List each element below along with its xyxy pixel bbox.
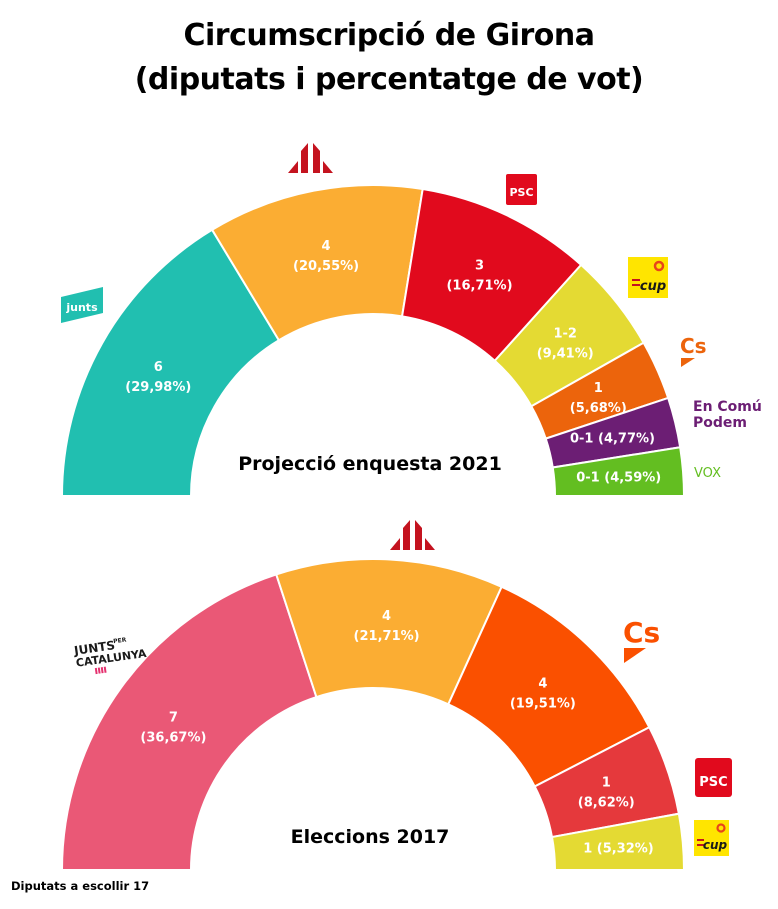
cup-logo-2017-text: cup	[703, 838, 728, 852]
chart-title-line-1: Circumscripció de Girona	[183, 18, 596, 53]
junts-logo-shape	[61, 287, 103, 323]
footnote-seats-to-elect: Diputats a escollir 17	[11, 879, 150, 893]
slice-seats: 4	[538, 676, 547, 691]
slice-seats: 3	[475, 259, 484, 274]
slice-pct: (8,62%)	[578, 795, 635, 810]
slice-seats: 1	[594, 381, 603, 396]
slice-pct: (20,55%)	[293, 259, 359, 274]
cs-logo: Cs	[680, 334, 707, 367]
jxcat-logo-per: PER	[113, 636, 127, 645]
jxcat-logo-line-1: JUNTS	[72, 638, 116, 658]
chart-projeccio-2021: 6 (29,98%) 4 (20,55%) 3 (16,71%) 1-2 (9,41%) 1 (5…	[60, 184, 686, 497]
slice-seats: 7	[169, 710, 178, 725]
vox-logo: VOX	[694, 466, 721, 481]
psc-logo-2017-text: PSC	[699, 775, 727, 790]
slice-junts	[60, 228, 281, 497]
slice-label-junts: 6 (29,98%)	[125, 360, 191, 395]
slice-label-erc: 4 (20,55%)	[293, 239, 359, 274]
slice-label-cup: 1 (5,32%)	[583, 842, 654, 857]
slice-label-erc: 4 (21,71%)	[354, 609, 420, 644]
slice-pct: (5,68%)	[570, 401, 627, 416]
cup-logo-text: cup	[640, 279, 666, 294]
slice-pct: (16,71%)	[446, 279, 512, 294]
slice-label-en-com-podem: 0-1 (4,77%)	[570, 432, 655, 447]
slice-pct: (9,41%)	[537, 347, 594, 362]
psc-logo: PSC	[506, 174, 537, 205]
slice-seats: 4	[322, 239, 331, 254]
cs-logo-2017-text: Cs	[623, 616, 660, 649]
junts-logo: junts	[61, 287, 103, 323]
erc-logo	[288, 143, 333, 173]
ecp-logo-line-1: En Comú	[693, 399, 762, 415]
chart-caption-2017: Eleccions 2017	[291, 826, 450, 848]
slice-seats: 6	[154, 360, 163, 375]
slice-vox	[551, 446, 686, 497]
slice-seats: 1	[602, 775, 611, 790]
cup-logo: cup	[628, 257, 668, 298]
slice-label-cs: 4 (19,51%)	[510, 676, 576, 711]
slice-label-vox: 0-1 (4,59%)	[576, 471, 661, 486]
psc-logo-box	[506, 174, 537, 205]
slice-label-psc: 3 (16,71%)	[446, 259, 512, 294]
slice-cup	[550, 812, 686, 871]
psc-logo-text: PSC	[509, 186, 533, 199]
en-comu-podem-logo: En Comú Podem	[693, 399, 762, 431]
slice-pct: (19,51%)	[510, 696, 576, 711]
cs-logo-text: Cs	[680, 334, 707, 358]
erc-logo-2017	[390, 520, 435, 550]
chart-eleccions-2017: 7 (36,67%) 4 (21,71%) 4 (19,51%) 1 (8,62%) 1 (5,…	[60, 558, 686, 871]
ecp-logo-line-2: Podem	[693, 415, 747, 431]
slice-label-junts-per-catalunya: 7 (36,67%)	[140, 710, 206, 745]
psc-logo-2017-box	[695, 758, 732, 797]
slice-junts-per-catalunya	[60, 573, 318, 871]
junts-logo-text: junts	[65, 301, 98, 314]
slice-label-cs: 1 (5,68%)	[570, 381, 627, 416]
slice-label-psc: 1 (8,62%)	[578, 775, 635, 810]
slice-pct: (29,98%)	[125, 380, 191, 395]
chart-title-line-2: (diputats i percentatge de vot)	[134, 62, 644, 97]
slice-pct: (36,67%)	[140, 730, 206, 745]
cup-logo-2017: cup	[694, 820, 729, 856]
cs-logo-2017: Cs	[623, 616, 660, 663]
slice-pct: (21,71%)	[354, 629, 420, 644]
slice-label-cup: 1-2 (9,41%)	[537, 327, 594, 362]
slice-seats: 4	[382, 609, 391, 624]
chart-caption-2021: Projecció enquesta 2021	[238, 453, 502, 475]
slice-seats: 1-2	[553, 327, 577, 342]
psc-logo-2017: PSC	[695, 758, 732, 797]
